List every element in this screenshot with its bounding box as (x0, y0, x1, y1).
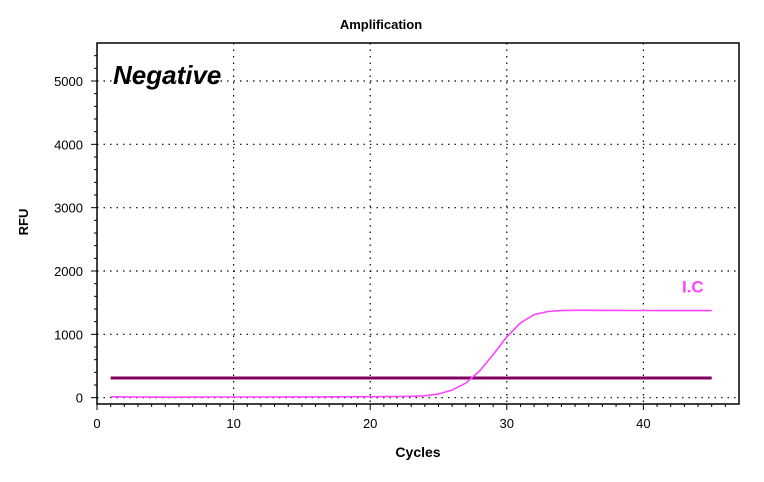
x-tick-label: 10 (226, 416, 240, 431)
x-tick-label: 0 (93, 416, 100, 431)
y-tick-label: 1000 (54, 327, 83, 342)
x-tick-label: 30 (500, 416, 514, 431)
negative-annotation: Negative (113, 60, 221, 90)
series-line-ic (110, 309, 712, 399)
chart-title: Amplification (340, 17, 422, 32)
x-tick-label: 20 (363, 416, 377, 431)
y-tick-label: 5000 (54, 74, 83, 89)
y-tick-label: 2000 (54, 264, 83, 279)
x-axis-label: Cycles (395, 444, 440, 460)
grid-lines (97, 43, 739, 404)
y-tick-label: 4000 (54, 137, 83, 152)
y-tick-label: 0 (76, 391, 83, 406)
series-label-ic: I.C (682, 278, 704, 297)
y-axis-label: RFU (16, 209, 31, 236)
series-layer: I.C (110, 278, 712, 399)
y-tick-label: 3000 (54, 201, 83, 216)
axis-ticks: 0 10 20 30 40 0 1000 2000 3000 4000 5000 (54, 55, 726, 431)
plot-frame (96, 42, 740, 405)
x-tick-label: 40 (636, 416, 650, 431)
